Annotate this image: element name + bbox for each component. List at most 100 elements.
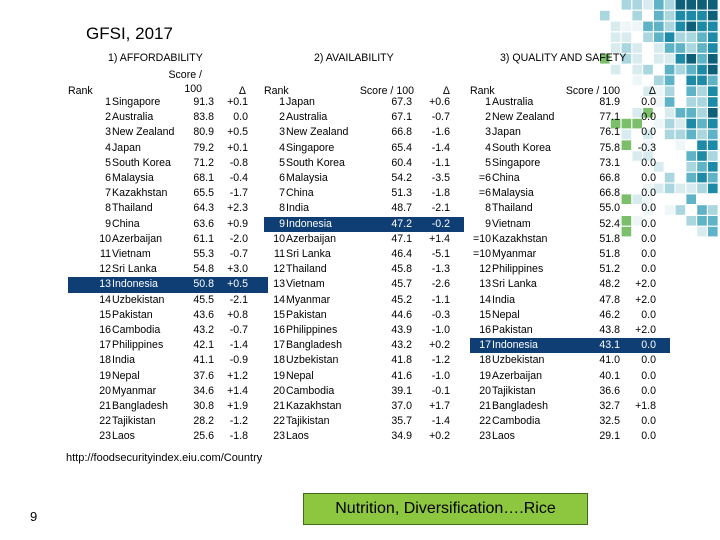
country-cell: Indonesia [112,278,158,291]
rank-cell: 11 [274,248,285,260]
table-row: 12 Thailand 45.8 -1.3 [264,262,464,277]
score-cell: 34.6 [193,384,214,397]
score-cell: 60.4 [391,156,412,169]
delta-cell: 0.0 [641,415,656,428]
rank-cell: 20 [273,384,285,397]
rank-cell: 6 [279,172,285,184]
delta-cell: 0.0 [641,339,656,352]
score-cell: 61.1 [193,232,214,245]
delta-cell: -0.2 [431,217,450,230]
decorative-tile [686,129,696,140]
table-row: 19 Nepal 37.6 +1.2 [68,369,268,384]
score-cell: 51.8 [599,248,620,260]
decorative-tile [675,205,686,215]
score-cell: 41.8 [391,354,412,367]
decorative-tile [686,75,696,86]
decorative-tile [697,151,707,161]
table-row: 16 Philippines 43.9 -1.0 [264,323,464,338]
delta-cell: -1.7 [229,187,248,200]
rank-cell: 20 [479,384,491,397]
score-cell: 41.0 [599,354,620,367]
rank-cell: 19 [273,369,285,382]
score-cell: 41.1 [193,354,214,367]
country-cell: Philippines [112,339,164,352]
table-row: 23 Laos 25.6 -1.8 [68,429,268,444]
score-cell: 73.1 [599,156,620,169]
table-row: 2 Australia 67.1 -0.7 [264,110,464,125]
delta-cell: -0.3 [637,141,656,154]
table-row: 8 India 48.7 -2.1 [264,201,464,216]
rank-cell: 4 [105,141,111,154]
country-cell: Philippines [492,263,544,276]
delta-cell: +1.9 [227,400,248,412]
score-cell: 47.2 [391,217,412,230]
table-row: 1 Singapore 91.3 +0.1 [68,95,268,110]
country-cell: China [112,217,140,230]
table-row: =10 Kazakhstan 51.8 0.0 [470,232,670,247]
delta-cell: +2.0 [635,278,656,291]
table-row: 13 Vietnam 45.7 -2.6 [264,277,464,292]
score-header-line1: Score / [168,69,202,81]
delta-cell: 0.0 [641,384,656,397]
score-cell: 54.8 [193,263,214,276]
score-cell: 68.1 [193,172,214,184]
score-cell: 43.6 [193,308,214,321]
decorative-tile [675,183,686,194]
table-row: 4 Singapore 65.4 -1.4 [264,141,464,156]
rank-cell: 20 [99,384,111,397]
country-cell: Sri Lanka [492,278,537,291]
table-row: 2 Australia 83.8 0.0 [68,110,268,125]
country-cell: Cambodia [492,415,541,428]
decorative-tile [697,75,707,86]
rank-cell: 18 [273,354,285,367]
delta-cell: -1.3 [431,263,450,276]
score-cell: 83.8 [193,111,214,124]
delta-cell: 0.0 [641,369,656,382]
score-cell: 48.2 [599,278,620,291]
score-cell: 91.3 [193,96,214,108]
decorative-tile [686,10,696,21]
score-cell: 45.5 [193,293,214,306]
decorative-tile [697,64,707,75]
table-row: 20 Cambodia 39.1 -0.1 [264,384,464,399]
country-cell: Thailand [286,263,327,276]
delta-cell: -1.8 [229,430,248,443]
score-cell: 37.0 [391,400,412,412]
decorative-tile [686,54,696,64]
rank-cell: 22 [99,415,111,428]
rank-cell: 1 [485,96,491,108]
rank-cell: 15 [479,308,491,321]
country-cell: Bangladesh [492,400,548,412]
score-cell: 47.8 [599,293,620,306]
country-cell: Japan [112,141,141,154]
country-cell: South Korea [112,156,171,169]
rank-cell: =10 [473,248,491,260]
table-title: 1) AFFORDABILITY [108,52,203,64]
score-cell: 55.3 [193,248,214,260]
score-cell: 43.2 [391,339,412,352]
delta-cell: -0.7 [431,111,450,124]
table-row: 7 Kazakhstan 65.5 -1.7 [68,186,268,201]
table-row: 9 Vietnam 52.4 0.0 [470,217,670,232]
decorative-tile [686,118,696,129]
decorative-tile [675,43,686,53]
decorative-tile [621,32,632,42]
delta-cell: 0.0 [233,111,248,124]
table-row: 21 Bangladesh 30.8 +1.9 [68,399,268,414]
decorative-tile [686,32,696,42]
score-cell: 28.2 [193,415,214,428]
country-cell: Bangladesh [286,339,342,352]
decorative-tile [697,216,707,226]
score-cell: 35.7 [391,415,412,428]
country-cell: Thailand [112,202,153,215]
decorative-tile [675,118,686,129]
table-row: 20 Myanmar 34.6 +1.4 [68,384,268,399]
decorative-tile [708,32,718,42]
country-cell: India [286,202,309,215]
delta-cell: -0.1 [431,384,450,397]
delta-cell: +3.0 [227,263,248,276]
table-row: 1 Japan 67.3 +0.6 [264,95,464,110]
table-row: 3 New Zealand 66.8 -1.6 [264,125,464,140]
score-header-line2: 100 [184,83,202,95]
table-row: 18 India 41.1 -0.9 [68,353,268,368]
